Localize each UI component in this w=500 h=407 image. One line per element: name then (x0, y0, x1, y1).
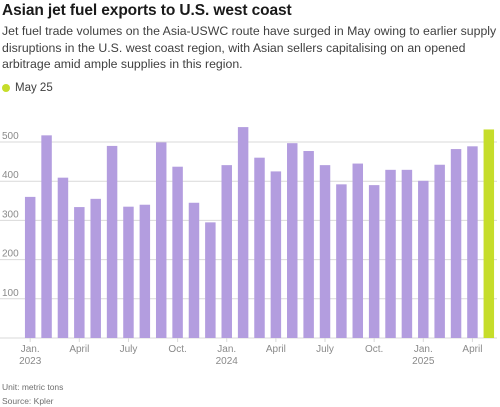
bar-aug-2023 (139, 204, 151, 338)
chart-subtitle: Jet fuel trade volumes on the Asia-USWC … (2, 24, 497, 71)
x-tick-label: Oct. (365, 344, 383, 355)
bar-jan-2023 (24, 196, 36, 338)
bar-may-2025 (483, 129, 495, 338)
x-tick-label: Jan. (217, 344, 236, 355)
bar-mar-2024 (254, 157, 265, 338)
chart-title: Asian jet fuel exports to U.S. west coas… (2, 2, 292, 19)
bar-jan-2025 (418, 180, 429, 338)
x-tick-label: Jan. (21, 344, 40, 355)
bar-may-2024 (287, 143, 298, 338)
legend: May 25 (2, 82, 53, 94)
bar-feb-2025 (434, 164, 445, 338)
x-tick-label: July (120, 344, 138, 355)
bar-apr-2023 (74, 207, 85, 338)
unit-note: Unit: metric tons (2, 382, 64, 392)
bar-jul-2024 (319, 165, 331, 338)
bar-dec-2024 (401, 169, 413, 338)
bar-sep-2024 (352, 163, 364, 338)
bar-mar-2023 (57, 177, 69, 338)
bar-oct-2023 (172, 166, 183, 338)
x-tick-label: Jan. (414, 344, 433, 355)
y-tick-label-300: 300 (2, 209, 19, 220)
bar-jun-2023 (106, 145, 118, 338)
bar-nov-2023 (188, 202, 200, 338)
bar-jul-2023 (123, 206, 134, 338)
bar-feb-2024 (237, 127, 249, 338)
x-tick-label: July (316, 344, 334, 355)
y-tick-label-400: 400 (2, 170, 19, 181)
bar-apr-2024 (270, 171, 282, 338)
y-tick-label-500: 500 (2, 131, 19, 142)
bar-dec-2023 (205, 222, 216, 338)
bar-jan-2024 (221, 165, 232, 338)
bars (24, 127, 495, 338)
legend-label: May 25 (15, 82, 53, 94)
bar-nov-2024 (385, 169, 396, 338)
x-tick-label: Oct. (168, 344, 186, 355)
x-tick-label: April (462, 344, 482, 355)
bar-apr-2025 (467, 146, 478, 338)
y-axis-ticks: 100 200 300 400 500 (2, 131, 19, 299)
y-tick-label-200: 200 (2, 249, 19, 260)
x-tick-year-label: 2023 (19, 356, 42, 367)
bar-mar-2025 (450, 149, 462, 338)
x-tick-year-label: 2025 (412, 356, 435, 367)
x-tick-label: April (69, 344, 89, 355)
y-tick-label-100: 100 (2, 288, 19, 299)
bar-sep-2023 (155, 142, 167, 338)
bar-feb-2023 (41, 135, 52, 338)
x-tick-label: April (266, 344, 286, 355)
bar-may-2023 (90, 198, 101, 338)
bar-oct-2024 (368, 185, 380, 338)
bar-aug-2024 (336, 184, 347, 338)
bar-jun-2024 (303, 151, 314, 338)
legend-swatch-may-25 (2, 84, 10, 92)
source-note: Source: Kpler (2, 396, 54, 406)
x-tick-year-label: 2024 (216, 356, 239, 367)
